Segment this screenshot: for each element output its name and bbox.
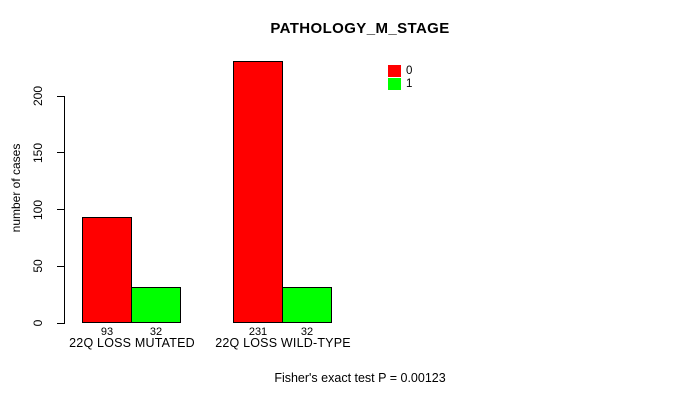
legend-swatch (388, 78, 401, 90)
bar-value-label: 32 (149, 326, 163, 338)
y-tick-label: 100 (31, 199, 45, 220)
y-axis-label: number of cases (9, 143, 23, 233)
y-tick-mark (57, 152, 65, 154)
legend-label: 1 (406, 78, 413, 90)
y-tick-mark (57, 322, 65, 324)
legend-item: 0 (388, 65, 412, 77)
y-tick-label: 50 (31, 259, 45, 273)
x-category-label: 22Q LOSS MUTATED (69, 336, 195, 350)
y-tick-mark (57, 209, 65, 210)
annotation-fisher-test: Fisher's exact test P = 0.00123 (274, 371, 446, 385)
bar-value-label: 32 (300, 326, 314, 338)
bar (233, 60, 283, 323)
legend-label: 0 (406, 65, 413, 77)
legend-swatch (388, 65, 401, 77)
y-tick-label: 200 (31, 85, 45, 107)
x-category-label: 22Q LOSS WILD-TYPE (215, 336, 351, 350)
bar-value-label: 93 (100, 326, 114, 338)
y-tick-label: 150 (31, 142, 45, 163)
legend-item: 1 (388, 78, 412, 90)
chart-title: PATHOLOGY_M_STAGE (270, 20, 450, 37)
bar (82, 217, 132, 323)
bar (282, 286, 332, 323)
bar (131, 286, 181, 323)
y-tick-label: 0 (31, 319, 45, 327)
y-tick-mark (57, 265, 65, 267)
y-tick-mark (57, 95, 65, 97)
bar-value-label: 231 (248, 326, 268, 338)
